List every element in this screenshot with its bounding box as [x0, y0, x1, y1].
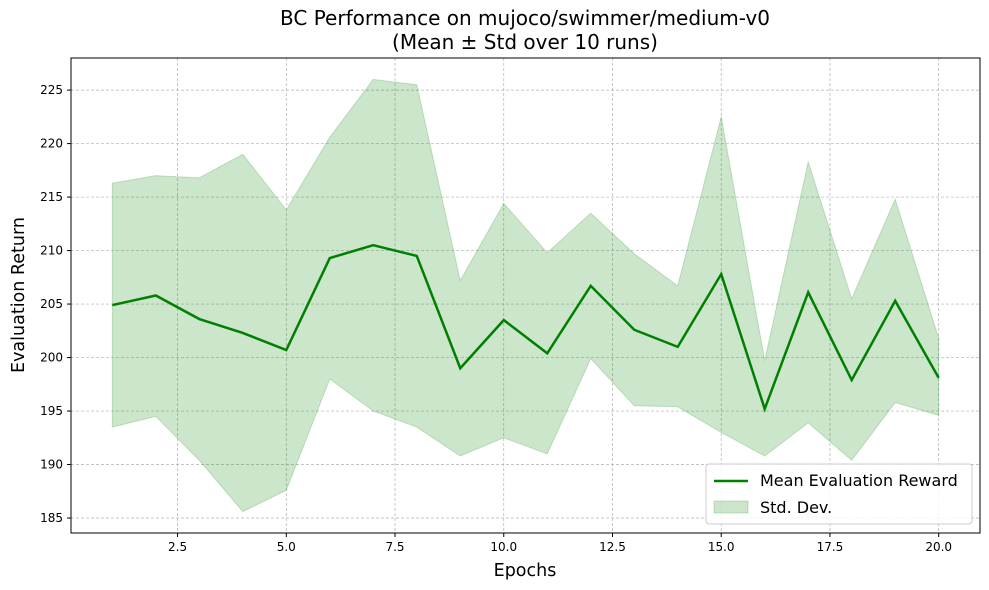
x-tick-label: 12.5: [599, 540, 626, 554]
y-tick-label: 185: [40, 511, 63, 525]
x-tick-label: 2.5: [168, 540, 187, 554]
y-tick-label: 195: [40, 404, 63, 418]
legend-label-std: Std. Dev.: [760, 498, 832, 517]
y-tick-label: 220: [40, 137, 63, 151]
legend: Mean Evaluation Reward Std. Dev.: [705, 463, 973, 525]
legend-box: [705, 463, 973, 525]
x-axis-label: Epochs: [494, 561, 557, 581]
x-tick-label: 20.0: [925, 540, 952, 554]
std-band-layer: [111, 78, 940, 513]
plot-frame: [70, 57, 981, 534]
mean-line-layer: [112, 243, 940, 413]
x-tick-label: 17.5: [817, 540, 844, 554]
y-tick-label: 210: [40, 244, 63, 258]
x-tick-label: 10.0: [490, 540, 517, 554]
mean-evaluation-line: [112, 243, 940, 413]
y-tick-label: 205: [40, 297, 63, 311]
x-tick-label: 5.0: [277, 540, 296, 554]
x-tick-label: 7.5: [385, 540, 404, 554]
x-tick-label: 15.0: [708, 540, 735, 554]
y-tick-label: 215: [40, 190, 63, 204]
y-tick-label: 190: [40, 458, 63, 472]
y-axis-label: Evaluation Return: [9, 217, 29, 373]
legend-label-mean: Mean Evaluation Reward: [760, 471, 958, 490]
ticks: 2.5 5.0 7.5 10.0 12.5 15.0 17.5 20.0 185 190 195 20…: [40, 83, 952, 554]
y-tick-label: 200: [40, 351, 63, 365]
grid: [71, 58, 980, 533]
chart-title: BC Performance on mujoco/swimmer/medium-…: [280, 6, 770, 30]
std-dev-band: [111, 78, 940, 513]
legend-band-swatch: [713, 500, 749, 514]
y-tick-label: 225: [40, 83, 63, 97]
chart-subtitle: (Mean ± Std over 10 runs): [392, 30, 658, 54]
